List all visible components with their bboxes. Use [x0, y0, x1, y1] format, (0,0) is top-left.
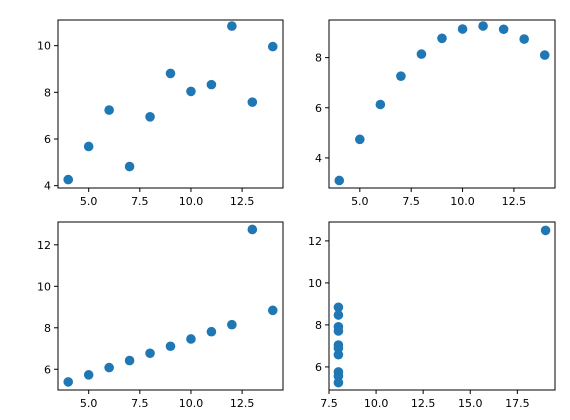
data-point	[206, 79, 217, 90]
data-point	[124, 161, 135, 172]
y-tick-label: 8	[44, 322, 51, 335]
data-point	[539, 50, 550, 60]
axes-frame	[57, 19, 284, 189]
x-tick-label: 12.5	[230, 195, 255, 208]
subplot-bottom-left: 5.0 7.5 10.0 12.5 6 8 10 12	[37, 221, 284, 410]
x-tick-label: 10.0	[364, 397, 389, 410]
data-point	[165, 68, 176, 79]
data-point	[206, 326, 217, 337]
data-point	[186, 334, 196, 344]
data-point	[247, 97, 258, 107]
x-tick-label: 15.0	[458, 397, 483, 410]
data-point	[63, 377, 74, 387]
data-point	[478, 21, 488, 31]
y-tick-label: 6	[315, 361, 322, 374]
data-point	[375, 99, 386, 110]
data-point	[145, 112, 155, 122]
x-tick-label: 5.0	[80, 397, 98, 410]
y-tick-label: 6	[315, 102, 322, 115]
subplot-top-left: 5.0 7.5 10.0 12.5 4 6 8 10	[37, 19, 284, 208]
x-tick-label: 7.5	[131, 195, 149, 208]
y-tick-label: 6	[44, 133, 51, 146]
axes-frame	[57, 221, 284, 391]
y-tick-label: 10	[37, 40, 51, 53]
data-point	[333, 302, 344, 313]
x-tick-label: 7.5	[320, 397, 338, 410]
data-point	[104, 362, 114, 373]
x-tick-label: 10.0	[179, 397, 204, 410]
x-tick-label: 5.0	[351, 195, 369, 208]
data-point	[165, 341, 176, 352]
x-tick-label: 17.5	[505, 397, 530, 410]
data-point	[333, 343, 344, 354]
x-tick-label: 7.5	[402, 195, 420, 208]
y-tick-label: 8	[315, 52, 322, 65]
y-tick-label: 12	[308, 235, 322, 248]
data-point	[186, 86, 196, 97]
data-point	[83, 141, 94, 152]
data-point	[498, 24, 509, 35]
x-tick-label: 10.0	[179, 195, 204, 208]
data-point	[540, 225, 551, 236]
data-point	[457, 24, 468, 34]
axes-frame	[328, 19, 556, 189]
x-tick-label: 7.5	[131, 397, 149, 410]
y-tick-label: 4	[315, 152, 322, 165]
x-tick-label: 12.5	[230, 397, 255, 410]
x-tick-label: 5.0	[80, 195, 98, 208]
data-point	[416, 49, 427, 59]
axes-frame	[328, 221, 556, 391]
subplot-top-right: 5.0 7.5 10.0 12.5 4 6 8	[315, 19, 556, 208]
data-point	[519, 34, 529, 44]
data-point	[124, 355, 135, 366]
x-tick-label: 12.5	[502, 195, 527, 208]
data-point	[267, 305, 278, 316]
data-point	[333, 371, 344, 381]
data-point	[267, 41, 278, 52]
data-point	[227, 21, 237, 31]
subplot-bottom-right: 7.5 10.0 12.5 15.0 17.5 6 8 10 12	[308, 221, 556, 410]
data-point	[437, 33, 447, 44]
y-tick-label: 6	[44, 363, 51, 376]
data-point	[396, 71, 406, 81]
x-tick-label: 10.0	[450, 195, 475, 208]
data-point	[333, 321, 344, 332]
y-tick-label: 10	[308, 277, 322, 290]
data-point	[355, 134, 365, 145]
data-point	[83, 370, 94, 380]
y-tick-label: 12	[37, 239, 51, 252]
y-tick-label: 10	[37, 280, 51, 293]
data-point	[227, 319, 237, 330]
data-point	[334, 175, 345, 186]
data-point	[63, 174, 74, 185]
y-tick-label: 8	[315, 319, 322, 332]
data-point	[104, 105, 114, 115]
x-tick-label: 12.5	[411, 397, 436, 410]
data-point	[333, 310, 344, 320]
data-point	[247, 224, 258, 235]
data-point	[145, 348, 155, 359]
y-tick-label: 4	[44, 180, 51, 193]
y-tick-label: 8	[44, 86, 51, 99]
